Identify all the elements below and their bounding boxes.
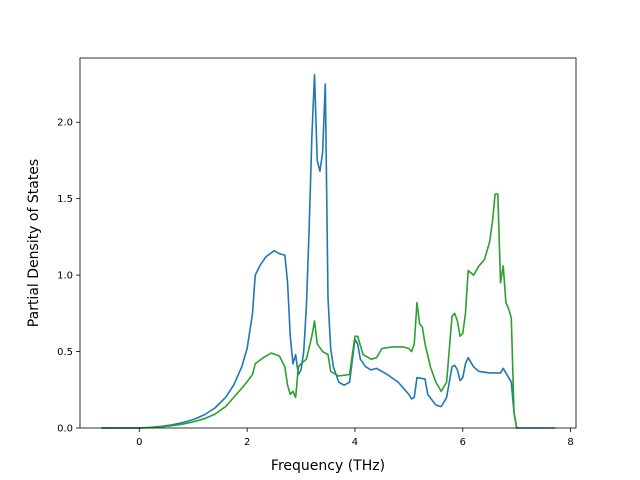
plot-frame	[79, 57, 577, 429]
y-tick-label: 1.5	[57, 194, 73, 205]
x-tick-label: 4	[352, 437, 358, 448]
x-axis-label: Frequency (THz)	[271, 458, 385, 474]
x-tick-label: 6	[460, 437, 466, 448]
x-tick-label: 8	[567, 437, 573, 448]
x-axis: 0 2 4 6 8	[136, 428, 574, 448]
y-tick-label: 0.0	[57, 424, 73, 435]
y-tick-label: 1.0	[57, 271, 73, 282]
y-tick-label: 0.5	[57, 347, 73, 358]
x-tick-label: 0	[136, 437, 142, 448]
x-tick-label: 2	[244, 437, 250, 448]
y-axis-label: Partial Density of States	[26, 159, 42, 327]
series-line-2	[100, 193, 518, 429]
y-axis: 0.0 0.5 1.0 1.5 2.0	[57, 118, 80, 435]
series-layer	[100, 74, 556, 429]
y-tick-label: 2.0	[57, 118, 73, 129]
